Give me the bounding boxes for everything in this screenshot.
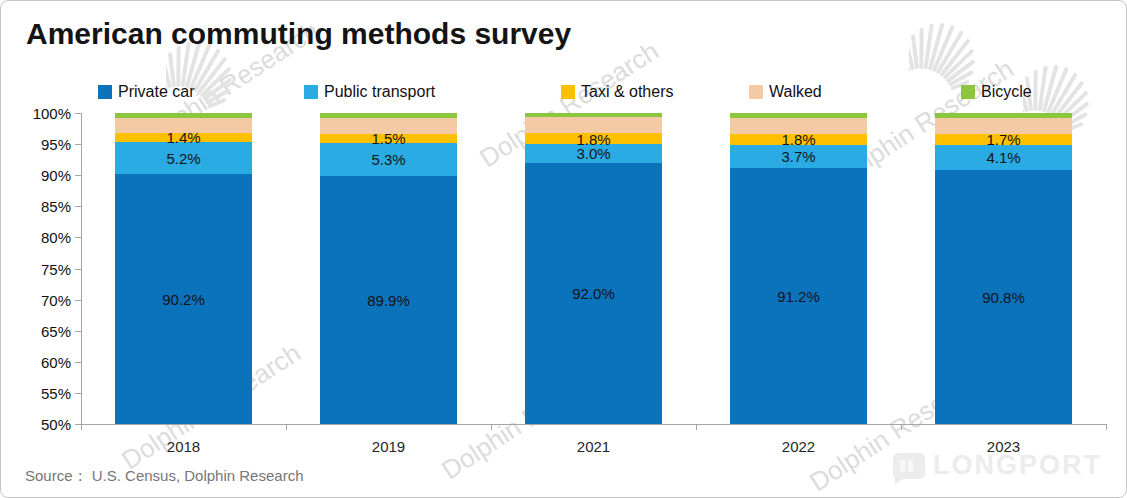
bar-label: 4.1% xyxy=(986,150,1020,165)
y-tick-label: 95% xyxy=(11,136,71,153)
y-tick-label: 70% xyxy=(11,291,71,308)
x-axis-line xyxy=(81,424,1106,425)
x-tick-mark xyxy=(901,424,902,430)
x-tick-label: 2018 xyxy=(167,438,200,455)
legend-swatch xyxy=(749,85,763,99)
bar-label: 1.7% xyxy=(986,132,1020,147)
legend-item: Bicycle xyxy=(961,83,1032,101)
legend-swatch xyxy=(98,85,112,99)
bar-label: 1.8% xyxy=(576,131,610,146)
legend-swatch xyxy=(561,85,575,99)
y-tick-label: 85% xyxy=(11,198,71,215)
chart-title: American commuting methods survey xyxy=(26,17,571,51)
chart-card: Dolphin ResearchDolphin ResearchDolphin … xyxy=(0,0,1127,498)
bar-segment xyxy=(115,113,252,118)
bar-label: 3.7% xyxy=(781,149,815,164)
bar-segment xyxy=(730,113,867,118)
bar-label: 92.0% xyxy=(572,286,615,301)
y-tick-mark xyxy=(75,237,81,238)
legend-swatch xyxy=(304,85,318,99)
legend-swatch xyxy=(961,85,975,99)
bar-label: 91.2% xyxy=(777,288,820,303)
legend-item: Private car xyxy=(98,83,194,101)
x-tick-mark xyxy=(696,424,697,430)
bar-label: 89.9% xyxy=(367,292,410,307)
longport-logo-icon xyxy=(893,453,925,479)
y-tick-mark xyxy=(75,362,81,363)
x-tick-mark xyxy=(491,424,492,430)
y-tick-label: 65% xyxy=(11,322,71,339)
legend-label: Private car xyxy=(118,83,194,101)
legend-label: Bicycle xyxy=(981,83,1032,101)
longport-brand-watermark: LONGPORT xyxy=(893,450,1102,481)
bar-label: 1.8% xyxy=(781,132,815,147)
y-tick-mark xyxy=(75,175,81,176)
bar-label: 3.0% xyxy=(576,146,610,161)
source-label: Source： xyxy=(25,467,88,484)
x-tick-label: 2019 xyxy=(372,438,405,455)
y-tick-label: 100% xyxy=(11,105,71,122)
x-tick-mark xyxy=(81,424,82,430)
plot-area: 50%55%60%65%70%75%80%85%90%95%100%201820… xyxy=(81,113,1106,474)
y-tick-label: 80% xyxy=(11,229,71,246)
legend-item: Walked xyxy=(749,83,822,101)
y-tick-mark xyxy=(75,393,81,394)
bar-label: 1.4% xyxy=(166,130,200,145)
legend-label: Public transport xyxy=(324,83,435,101)
legend-label: Taxi & others xyxy=(581,83,673,101)
y-tick-mark xyxy=(75,300,81,301)
longport-logo-text: LONGPORT xyxy=(933,450,1102,481)
bar-segment xyxy=(525,113,662,117)
x-tick-mark xyxy=(1106,424,1107,430)
legend-item: Public transport xyxy=(304,83,435,101)
y-tick-mark xyxy=(75,206,81,207)
y-tick-label: 75% xyxy=(11,260,71,277)
bar-segment xyxy=(320,113,457,118)
bar-segment xyxy=(935,113,1072,118)
y-axis-line xyxy=(81,113,82,424)
y-tick-label: 60% xyxy=(11,353,71,370)
bar-label: 5.3% xyxy=(371,152,405,167)
y-tick-label: 90% xyxy=(11,167,71,184)
x-tick-mark xyxy=(286,424,287,430)
x-tick-label: 2021 xyxy=(577,438,610,455)
y-tick-label: 50% xyxy=(11,416,71,433)
legend-item: Taxi & others xyxy=(561,83,673,101)
y-tick-mark xyxy=(75,113,81,114)
y-tick-mark xyxy=(75,331,81,332)
bar-label: 1.5% xyxy=(371,131,405,146)
y-tick-mark xyxy=(75,144,81,145)
bar-label: 90.2% xyxy=(162,291,205,306)
y-tick-label: 55% xyxy=(11,384,71,401)
y-tick-mark xyxy=(75,269,81,270)
x-tick-label: 2022 xyxy=(782,438,815,455)
source-text: U.S. Census, Dolphin Research xyxy=(92,467,304,484)
bar-label: 90.8% xyxy=(982,290,1025,305)
source-line: Source： U.S. Census, Dolphin Research xyxy=(25,467,303,486)
bar-label: 5.2% xyxy=(166,150,200,165)
legend-label: Walked xyxy=(769,83,822,101)
